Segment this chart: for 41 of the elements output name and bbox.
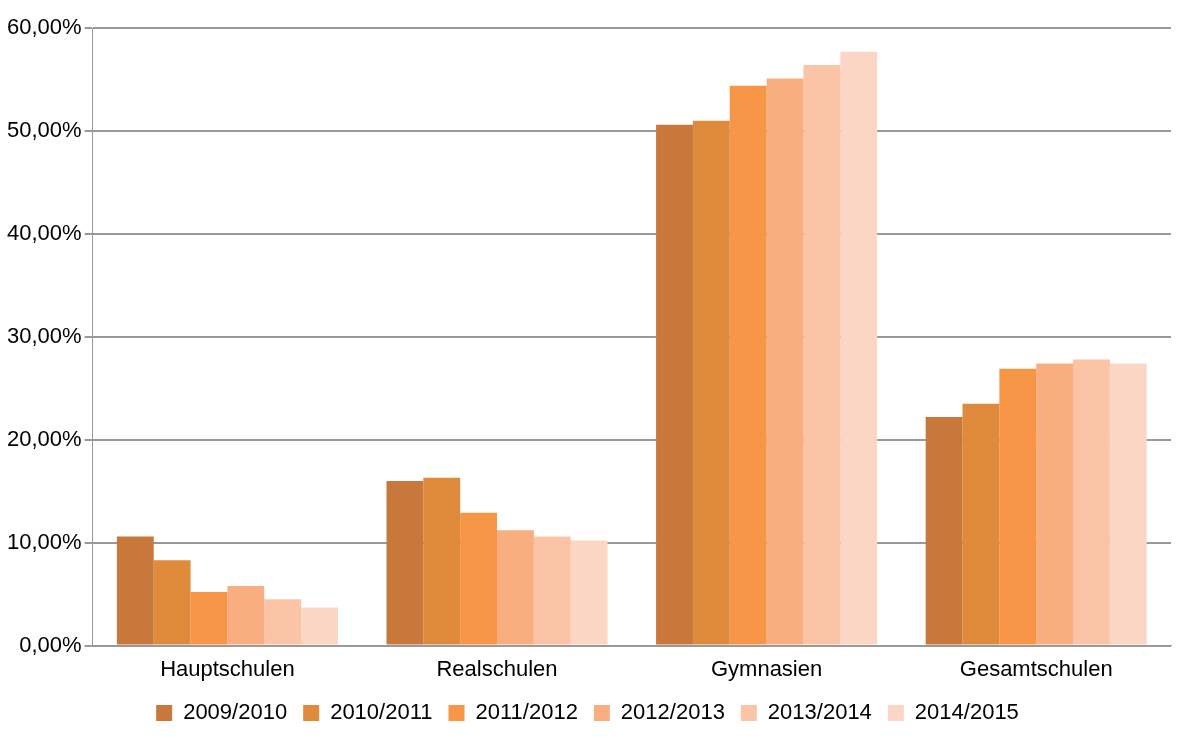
- y-tick-label: 0,00%: [19, 631, 82, 657]
- x-tick-label: Hauptschulen: [160, 655, 295, 681]
- bar: [1073, 359, 1110, 645]
- bar: [766, 78, 804, 645]
- bar: [497, 530, 534, 645]
- bar: [962, 403, 1000, 645]
- bar: [840, 51, 878, 645]
- y-tick-label: 10,00%: [6, 528, 82, 554]
- bar: [386, 480, 424, 645]
- y-tick-label: 30,00%: [6, 322, 82, 348]
- bar: [116, 536, 154, 645]
- bar: [570, 540, 608, 645]
- x-tick-label: Gymnasien: [710, 655, 823, 681]
- y-tick-label: 40,00%: [6, 219, 82, 245]
- bar: [264, 599, 302, 645]
- bar: [1109, 363, 1147, 645]
- bar: [692, 120, 730, 645]
- bar: [533, 536, 571, 645]
- bar: [656, 124, 693, 645]
- bar: [190, 592, 228, 645]
- bar: [153, 560, 191, 645]
- y-tick-label: 60,00%: [6, 14, 82, 40]
- bar: [227, 585, 265, 645]
- bar: [460, 512, 498, 645]
- bar: [999, 368, 1037, 645]
- bar: [423, 477, 461, 645]
- legend-label: 2009/2010: [183, 699, 288, 725]
- bar: [729, 85, 767, 645]
- bar: [301, 607, 338, 645]
- legend-label: 2014/2015: [914, 699, 1019, 725]
- legend-label: 2012/2013: [620, 699, 725, 725]
- legend-label: 2013/2014: [767, 699, 872, 725]
- bar: [925, 417, 963, 645]
- legend-label: 2010/2011: [330, 699, 433, 725]
- bar: [1036, 363, 1074, 645]
- bar: [803, 65, 841, 645]
- x-tick-label: Gesamtschulen: [959, 655, 1113, 681]
- x-tick-label: Realschulen: [436, 655, 558, 681]
- legend-label: 2011/2012: [475, 699, 578, 725]
- y-tick-label: 20,00%: [6, 425, 82, 451]
- y-tick-label: 50,00%: [6, 117, 82, 142]
